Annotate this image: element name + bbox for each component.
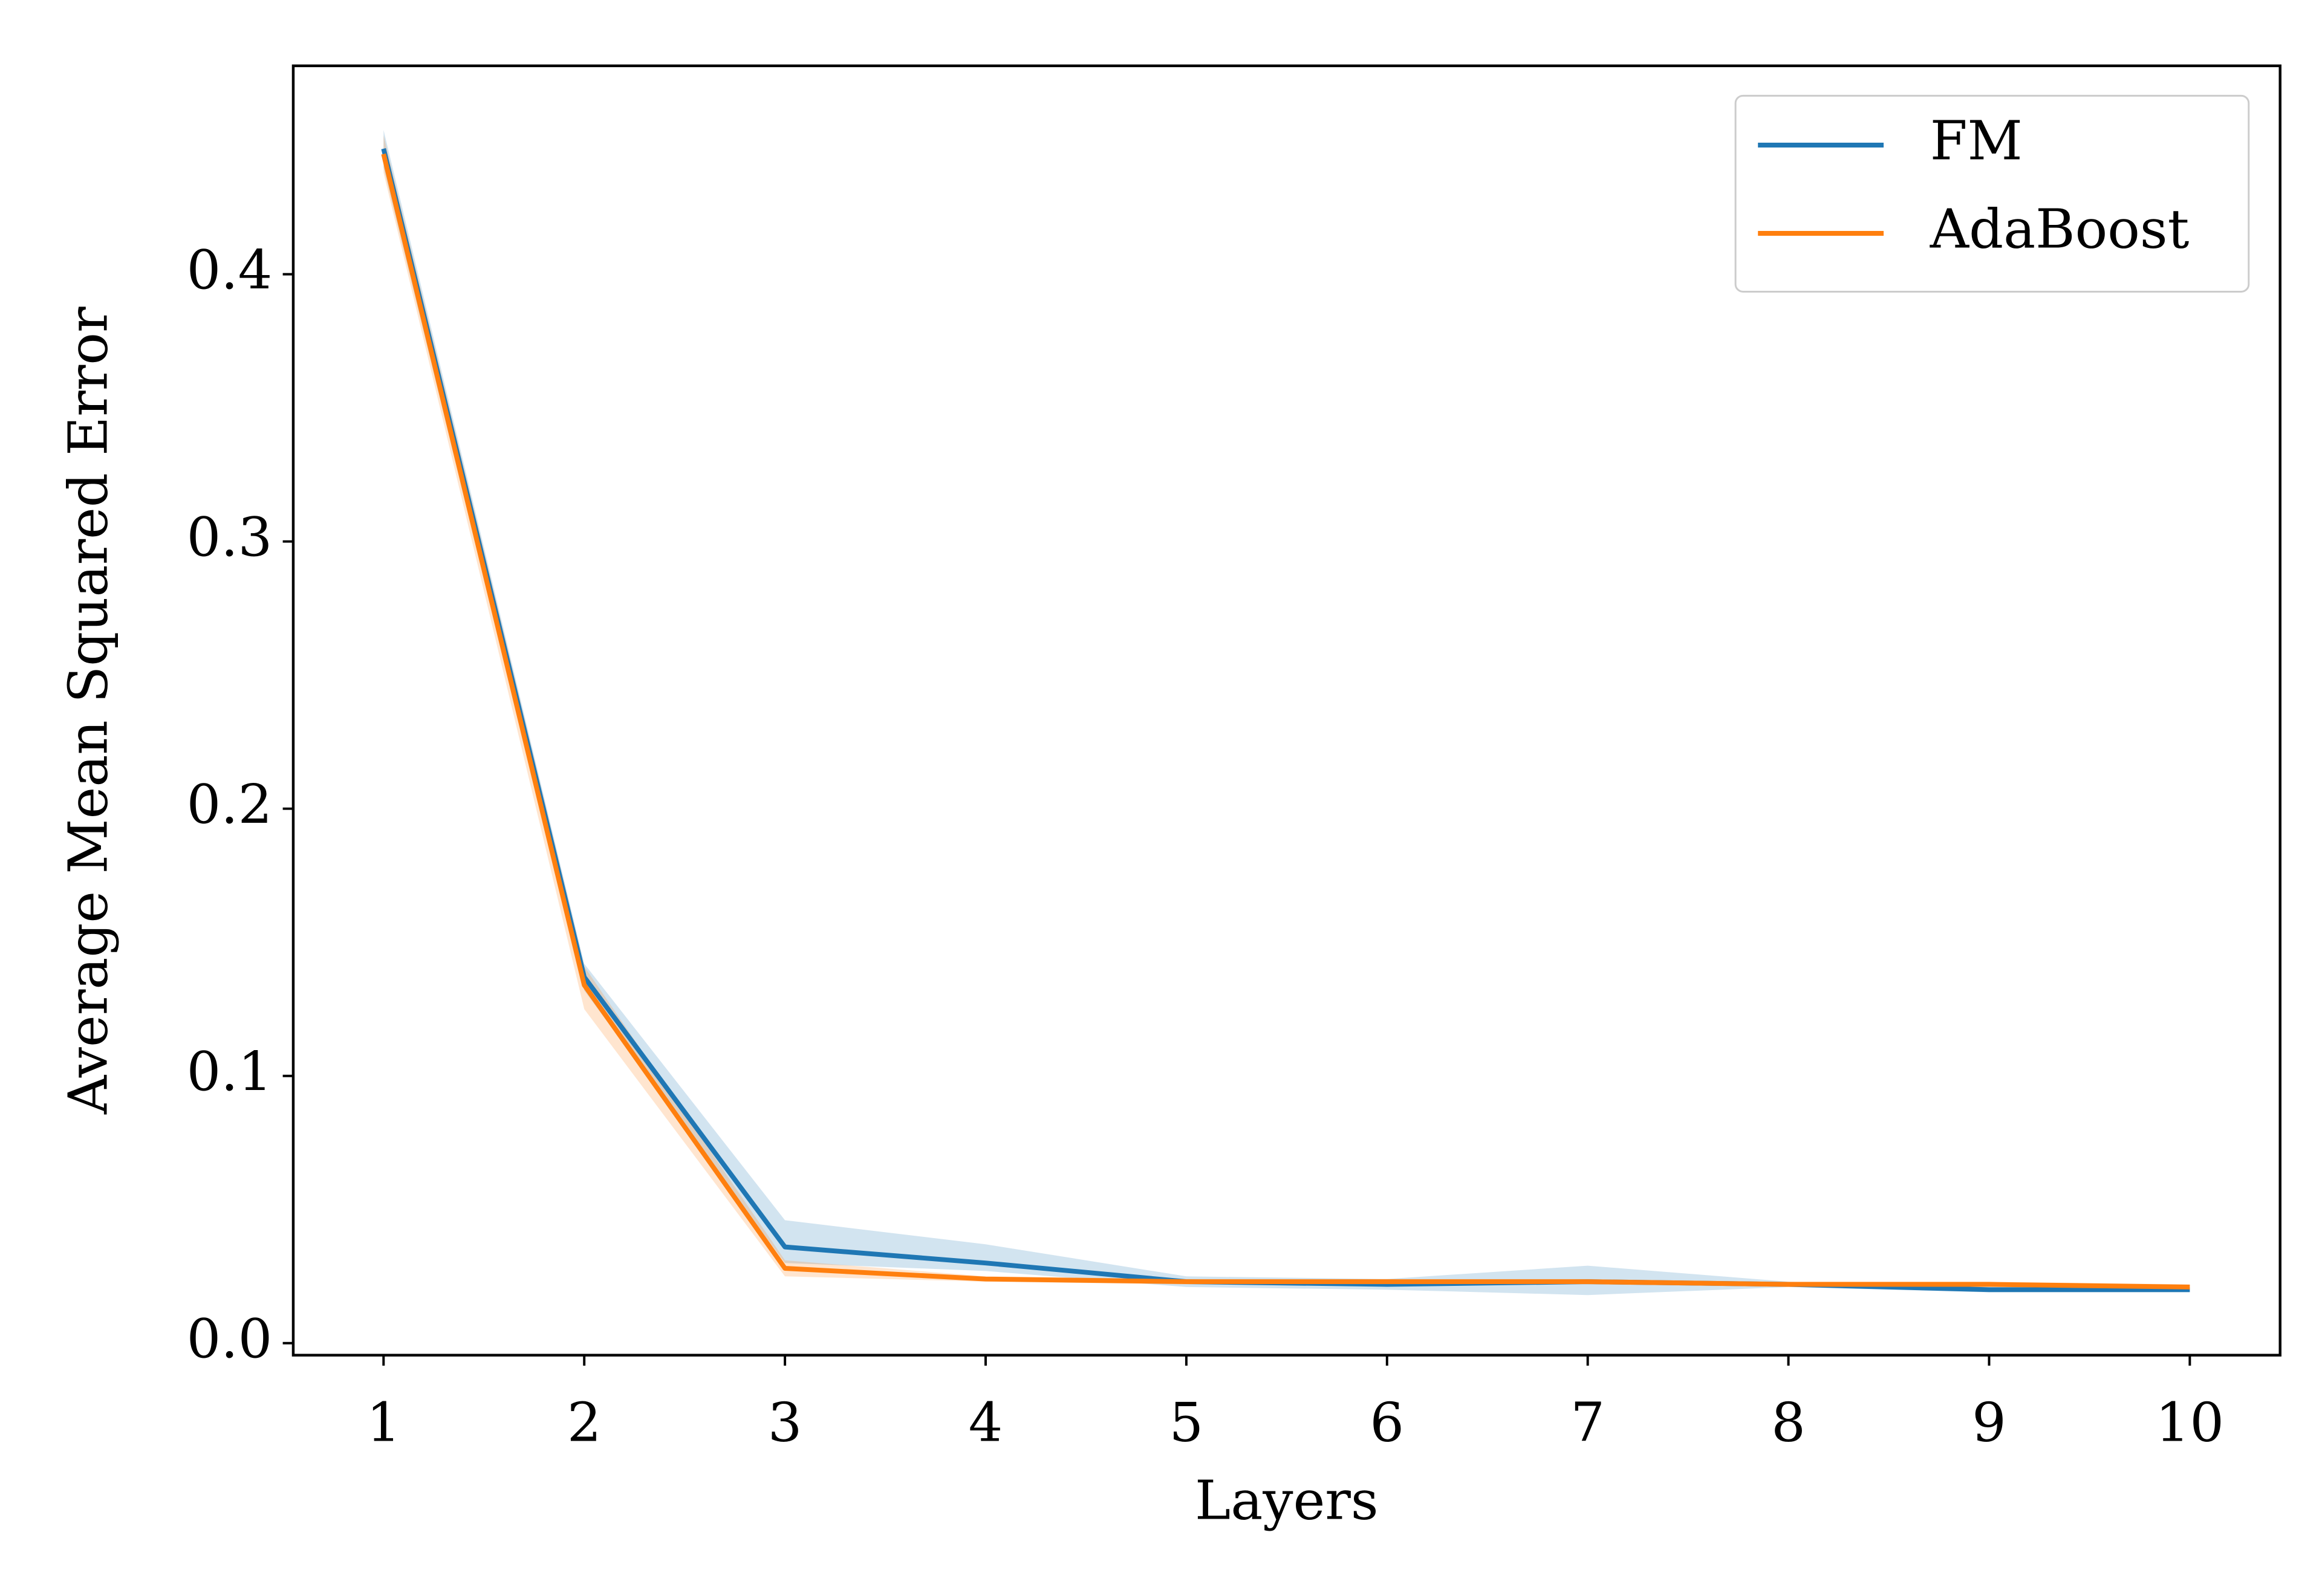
x-tick-label: 10	[2156, 1392, 2224, 1455]
y-tick-label: 0.2	[187, 773, 273, 836]
y-tick-label: 0.1	[187, 1040, 273, 1103]
x-tick-label: 8	[1771, 1392, 1806, 1455]
plot-frame	[291, 64, 2281, 1357]
x-tick-label: 2	[567, 1392, 602, 1455]
x-tick-label: 1	[366, 1392, 401, 1455]
y-tick-label: 0.4	[187, 239, 273, 302]
y-axis-label: Average Mean Squared Error	[57, 307, 120, 1115]
legend-label: FM	[1930, 109, 2023, 172]
line	[381, 153, 2190, 1289]
x-tick-label: 3	[768, 1392, 802, 1455]
x-tick-label: 9	[1972, 1392, 2006, 1455]
x-tick-label: 5	[1169, 1392, 1204, 1455]
x-tick-label: 4	[969, 1392, 1003, 1455]
x-tick-label: 7	[1570, 1392, 1605, 1455]
x-tick-label: 6	[1370, 1392, 1404, 1455]
y-tick-label: 0.0	[187, 1308, 273, 1371]
y-tick-label: 0.3	[187, 506, 273, 569]
legend-label: AdaBoost	[1930, 198, 2190, 261]
x-axis-label: Layers	[1195, 1469, 1379, 1532]
